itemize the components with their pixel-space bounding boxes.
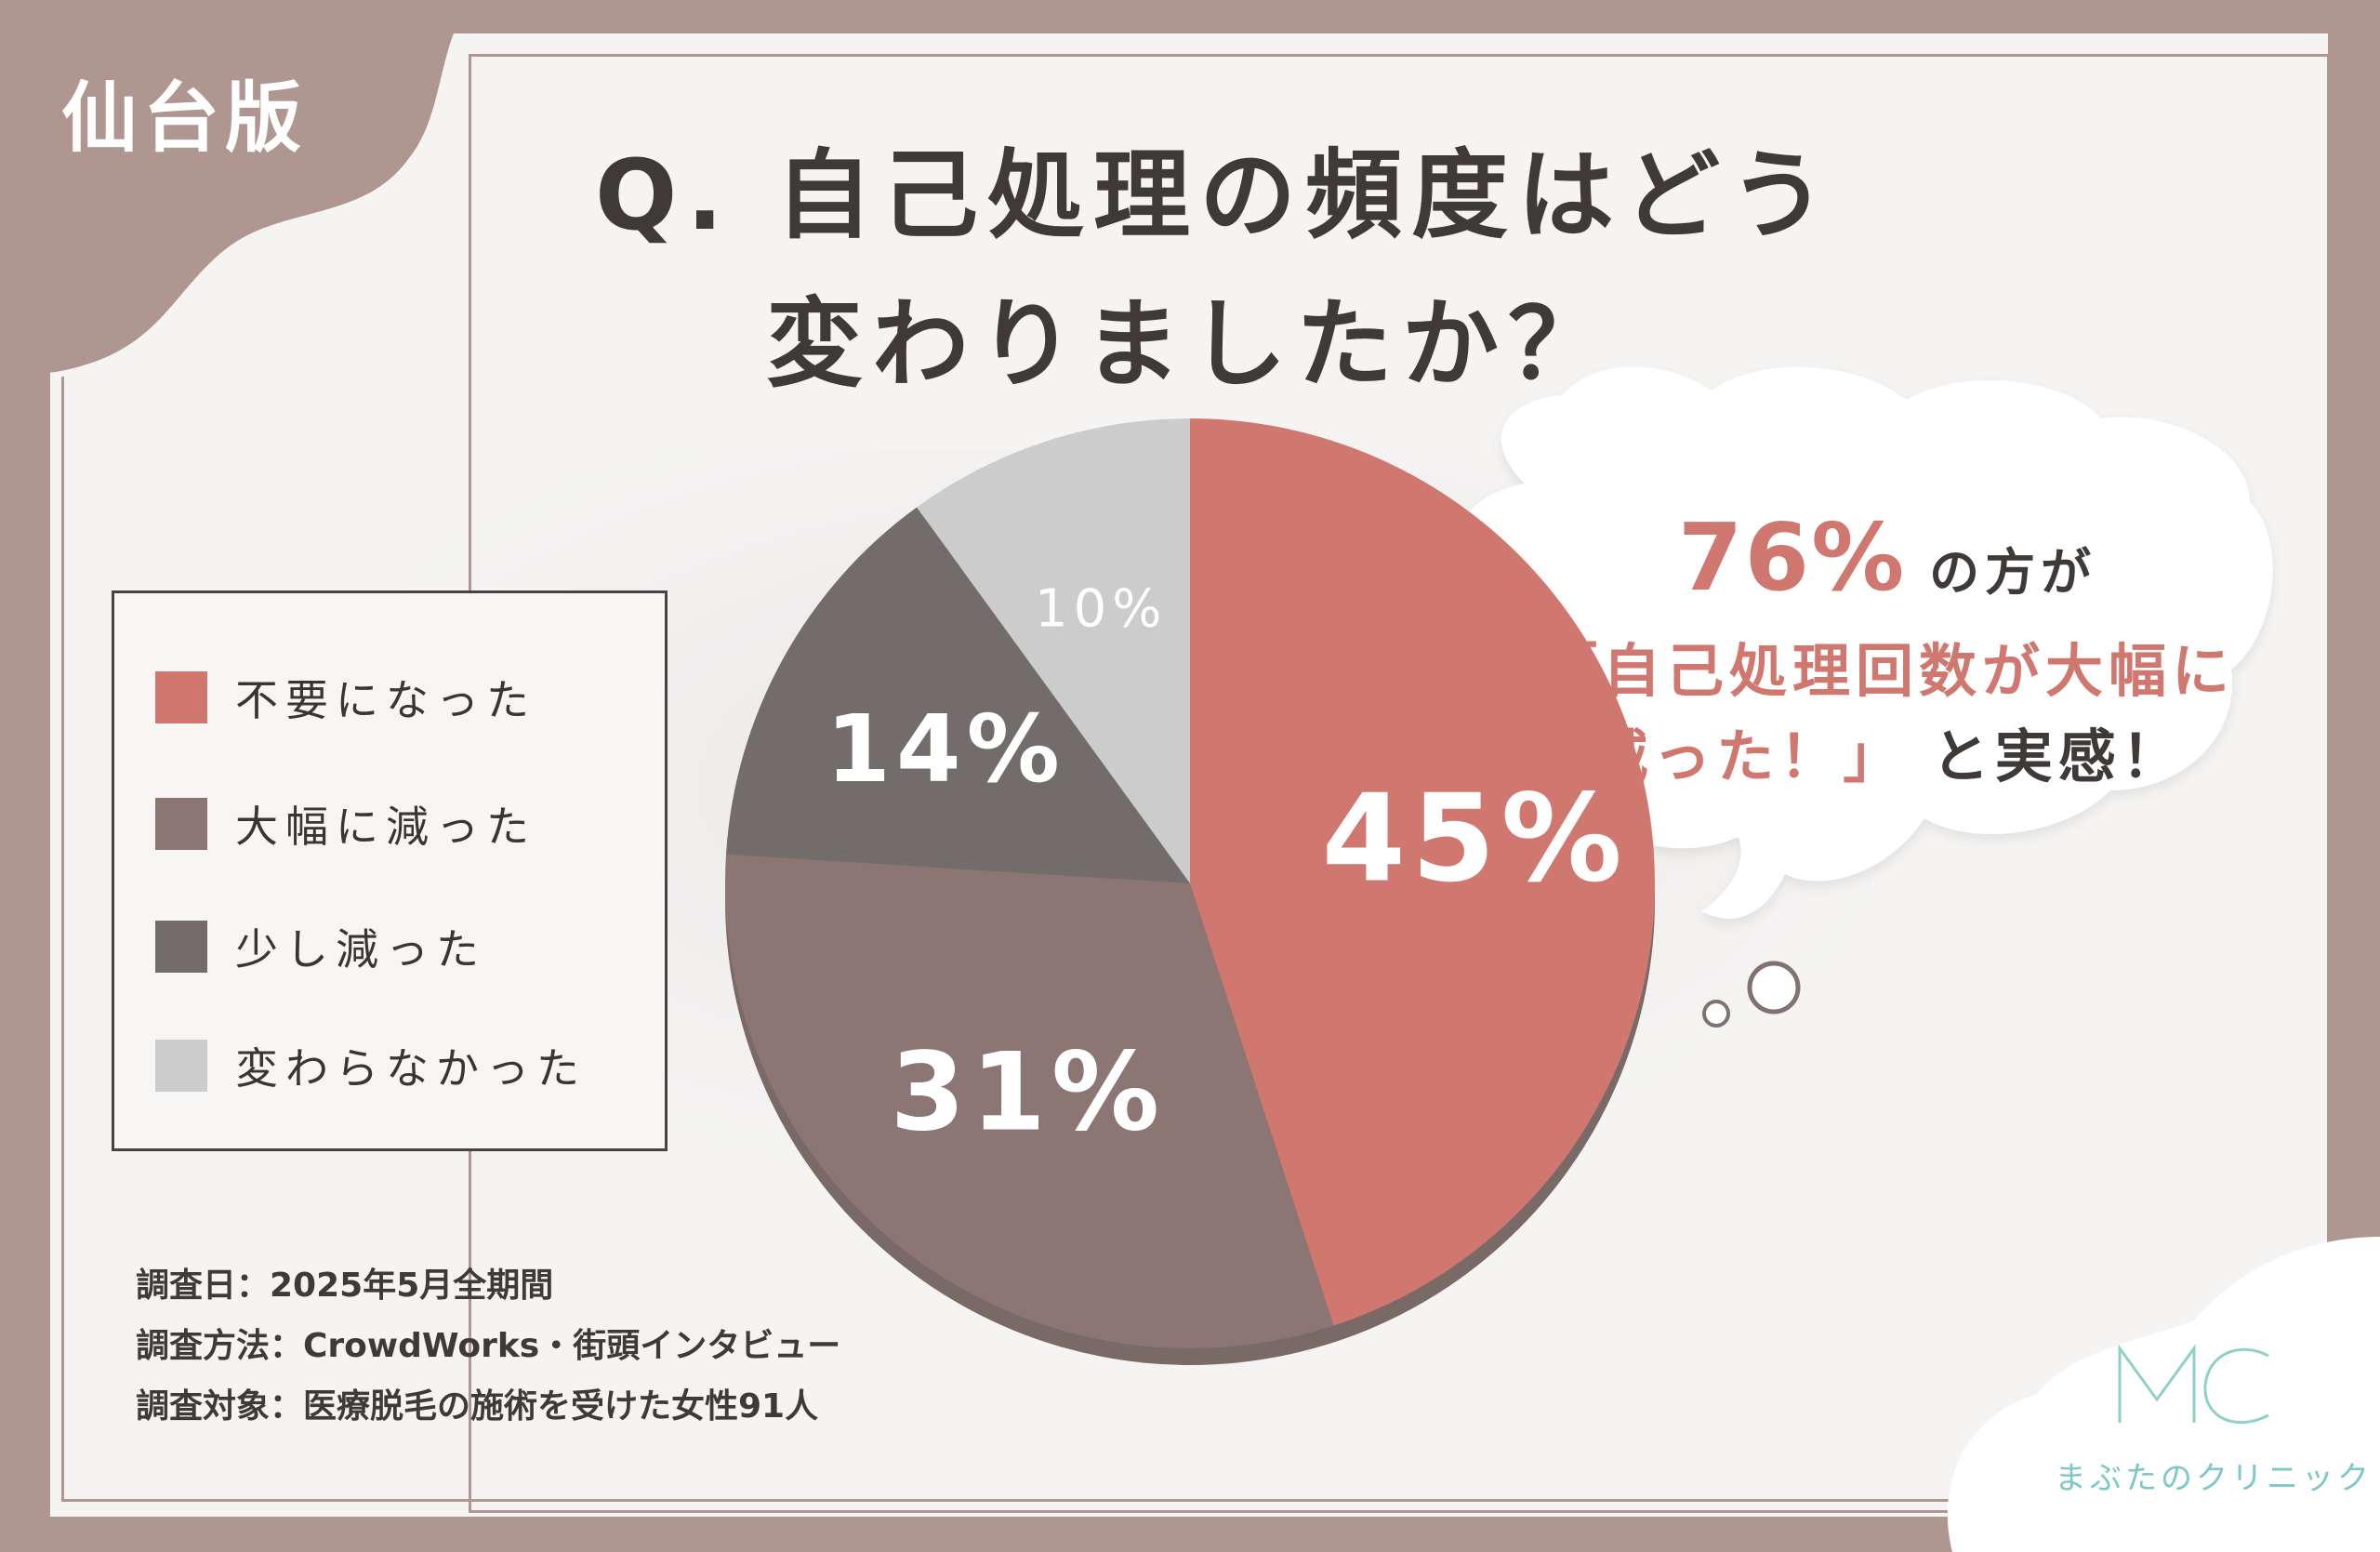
pie-label-1: 31% <box>890 1030 1165 1156</box>
survey-date: 調査日：2025年5月全期間 <box>136 1267 554 1305</box>
pie-label-0: 45% <box>1322 768 1628 909</box>
title-line-2: 変わりましたか？ <box>765 287 1614 401</box>
frame-border-bottom <box>61 1499 2330 1502</box>
pie-label-3: 10% <box>1035 579 1167 640</box>
pie-slice-2 <box>725 507 1190 883</box>
legend-swatch-2 <box>155 921 207 973</box>
clinic-name: まぶたのクリニック <box>2055 1460 2373 1497</box>
pie-slice-1 <box>725 854 1334 1348</box>
pie-slice-0 <box>1190 418 1655 1326</box>
badge-label: 仙台版 <box>61 74 308 163</box>
survey-target: 調査対象：医療脱毛の施術を受けた女性91人 <box>136 1387 819 1426</box>
legend-item-2: 少し減った <box>155 919 486 975</box>
legend-label-0: 不要になった <box>235 675 536 725</box>
legend-item-3: 変わらなかった <box>155 1038 587 1094</box>
legend-label-3: 変わらなかった <box>235 1043 587 1094</box>
legend-item-1: 大幅に減った <box>155 796 536 852</box>
legend-item-0: 不要になった <box>155 670 536 725</box>
thought-dot-small <box>1702 1000 1730 1028</box>
pie-label-2: 14% <box>826 695 1064 803</box>
clinic-logo <box>1947 1237 2380 1552</box>
mc-logo-icon <box>2118 1344 2269 1425</box>
thought-dot-large <box>1747 961 1801 1015</box>
frame-border-left <box>61 377 64 1502</box>
callout-bubble <box>1434 366 2273 919</box>
pie-slice-3 <box>917 418 1190 883</box>
legend-swatch-0 <box>155 671 207 723</box>
logo-blob <box>1947 1237 2380 1552</box>
legend-label-2: 少し減った <box>235 924 486 975</box>
callout-line2: 「自己処理回数が大幅に <box>1539 637 2235 705</box>
chart-legend: 不要になった 大幅に減った 少し減った 変わらなかった <box>112 590 668 1151</box>
title-line-1: Q. 自己処理の頻度はどう <box>595 139 1836 252</box>
callout-line1-rest: の方が <box>1929 543 2097 602</box>
callout-percent: 76% <box>1677 503 1907 612</box>
legend-swatch-1 <box>155 798 207 850</box>
callout-line3-highlight: 減った！」 <box>1590 723 1907 790</box>
survey-info: 調査日：2025年5月全期間 調査方法：CrowdWorks・街頭インタビュー … <box>136 1255 840 1437</box>
chart-title: Q. 自己処理の頻度はどう 変わりましたか？ <box>595 121 1836 418</box>
callout-text: 76% の方が 「自己処理回数が大幅に 減った！」 と実感！ <box>1488 502 2287 800</box>
callout-line3-rest: と実感！ <box>1931 723 2185 790</box>
legend-swatch-3 <box>155 1040 207 1092</box>
legend-label-1: 大幅に減った <box>235 802 536 852</box>
corner-badge <box>0 0 474 377</box>
survey-method: 調査方法：CrowdWorks・街頭インタビュー <box>136 1327 841 1365</box>
